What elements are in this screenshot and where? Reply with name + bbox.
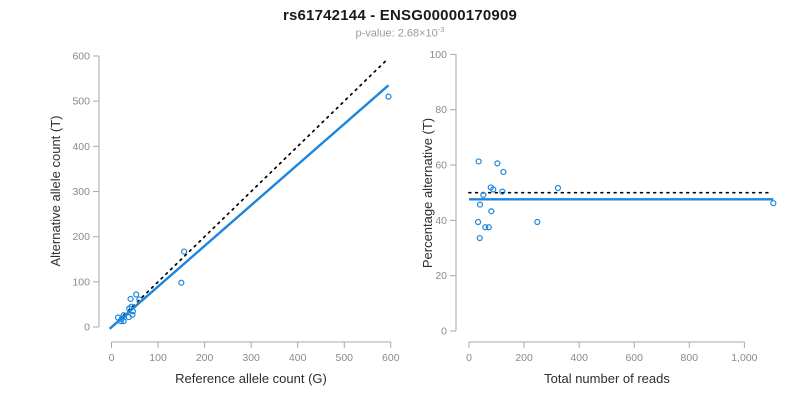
data-point [534,218,541,226]
right-y-axis-label: Percentage alternative (T) [420,117,435,269]
data-point [181,248,188,255]
right-plot: 0 20 40 60 80 100 0 200 400 600 800 1,000 [429,49,777,364]
data-point [482,224,489,231]
y-tick-label: 200 [72,231,90,243]
x-tick-label: 500 [335,352,353,364]
data-point [500,168,507,176]
x-tick-label: 0 [466,352,472,364]
y-tick-label: 80 [435,104,447,116]
data-point [178,279,185,286]
data-point [554,184,562,192]
y-tick-label: 40 [435,215,447,227]
y-tick-label: 0 [84,322,90,334]
data-point [490,186,497,193]
data-point [770,200,777,207]
y-tick-label: 400 [72,141,90,153]
x-tick-label: 600 [625,352,643,364]
y-tick-label: 600 [72,50,90,62]
chart-title: rs61742144 - ENSG00000170909 [282,7,518,24]
x-tick-label: 600 [382,352,400,364]
y-tick-label: 20 [435,270,447,282]
data-point [385,93,392,100]
data-point [136,296,143,303]
data-point [120,318,127,325]
x-tick-label: 200 [515,352,533,364]
x-tick-label: 100 [149,352,167,364]
x-tick-label: 800 [681,352,699,364]
data-point [499,188,506,195]
data-point [485,224,492,231]
x-tick-label: 400 [289,352,307,364]
data-point [127,295,134,303]
y-tick-label: 100 [429,49,447,61]
y-tick-label: 500 [72,96,90,108]
x-tick-label: 200 [196,352,214,364]
data-point [129,308,137,315]
data-point [476,234,483,242]
data-point [117,318,124,325]
right-x-axis-label: Total number of reads [544,371,670,386]
data-point [475,158,482,165]
data-point [129,311,136,318]
y-tick-label: 300 [72,186,90,198]
data-point [476,201,484,208]
x-tick-label: 0 [109,352,115,364]
left-plot: 0 100 200 300 400 500 600 0 100 200 300 400 500 600 [72,50,399,364]
left-y-axis-label: Alternative allele count (T) [48,115,63,267]
x-tick-label: 300 [242,352,260,364]
y-tick-label: 100 [72,276,90,288]
left-x-axis-label: Reference allele count (G) [175,371,327,386]
data-point [480,191,487,199]
fit-line [108,84,390,330]
data-point [133,291,140,298]
x-tick-label: 1,000 [731,352,757,364]
y-tick-label: 60 [435,160,447,172]
data-point [488,208,495,215]
y-tick-label: 0 [441,326,447,338]
pvalue-exponent: -3 [437,25,445,34]
data-point [494,160,501,167]
x-tick-label: 400 [570,352,588,364]
data-point [474,218,482,226]
pvalue-text: p-value: 2.68×10 [355,27,438,40]
identity-line [112,58,388,326]
chart-subtitle: p-value: 2.68×10-3 [0,25,800,40]
